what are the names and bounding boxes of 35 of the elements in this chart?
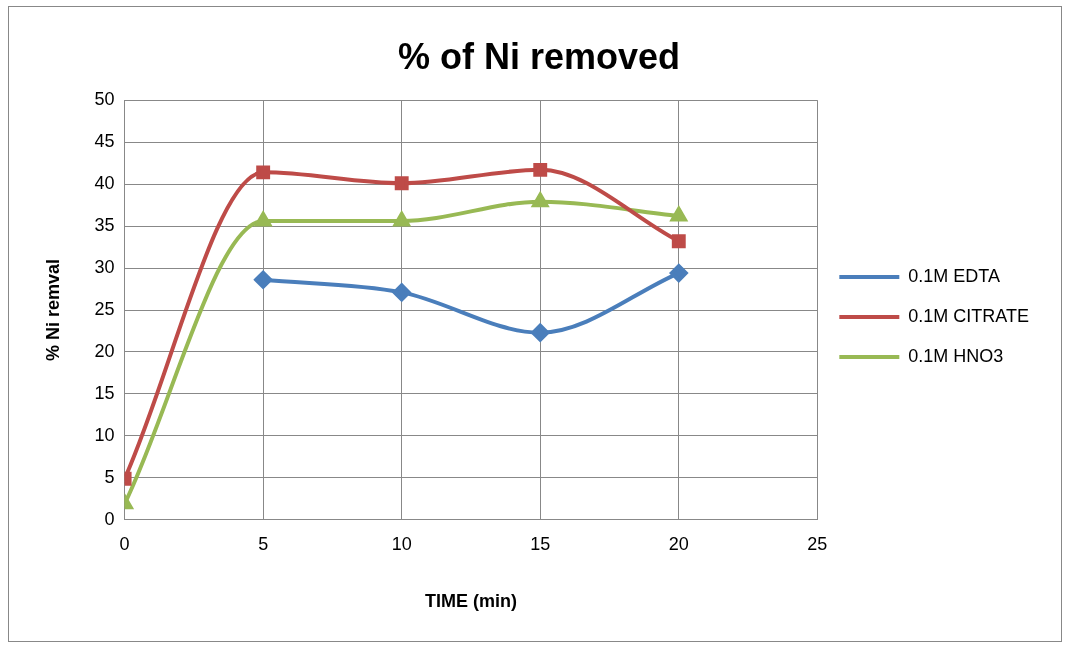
y-tick-label: 45 bbox=[94, 131, 115, 152]
y-tick-label: 40 bbox=[94, 173, 115, 194]
legend-label: 0.1M CITRATE bbox=[908, 305, 1029, 326]
x-tick-label: 15 bbox=[530, 533, 551, 554]
point bbox=[255, 212, 272, 227]
x-tick-label: 5 bbox=[258, 533, 269, 554]
y-tick-label: 50 bbox=[94, 89, 115, 110]
point bbox=[669, 264, 688, 283]
point bbox=[394, 176, 409, 191]
x-tick-label: 10 bbox=[391, 533, 412, 554]
legend-label: 0.1M EDTA bbox=[908, 265, 1000, 286]
point bbox=[254, 270, 273, 289]
x-tick-label: 25 bbox=[807, 533, 828, 554]
point bbox=[256, 165, 271, 180]
y-tick-label: 35 bbox=[94, 215, 115, 236]
y-tick-label: 30 bbox=[94, 257, 115, 278]
y-axis-title: % Ni remval bbox=[42, 258, 63, 362]
y-tick-label: 5 bbox=[104, 466, 115, 487]
point bbox=[531, 323, 550, 342]
y-tick-label: 10 bbox=[94, 424, 115, 445]
x-tick-label: 20 bbox=[668, 533, 689, 554]
y-tick-label: 0 bbox=[104, 508, 115, 529]
point bbox=[670, 207, 687, 222]
point bbox=[532, 192, 549, 208]
point bbox=[671, 234, 686, 249]
legend-label: 0.1M HNO3 bbox=[908, 345, 1004, 366]
point bbox=[392, 283, 411, 302]
y-tick-label: 25 bbox=[94, 298, 115, 319]
x-tick-label: 0 bbox=[119, 533, 130, 554]
y-tick-label: 15 bbox=[94, 382, 115, 403]
y-tick-label: 20 bbox=[94, 340, 115, 361]
point bbox=[393, 212, 410, 227]
chart-title: % of Ni removed bbox=[397, 35, 681, 77]
point bbox=[533, 162, 548, 177]
x-axis-title: TIME (min) bbox=[424, 591, 517, 612]
